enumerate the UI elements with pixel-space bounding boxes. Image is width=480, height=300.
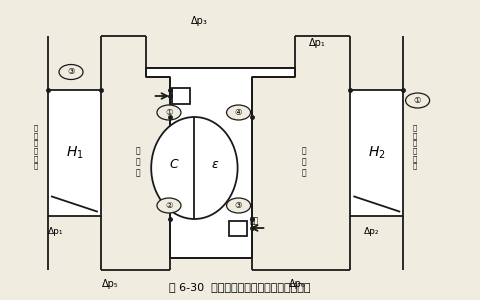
Bar (172, 88, 190, 104)
Text: ε: ε (212, 158, 218, 172)
Circle shape (227, 198, 251, 213)
Text: 图 6-30  闭式无回热混合工质制冷机流程图: 图 6-30 闭式无回热混合工质制冷机流程图 (169, 283, 311, 292)
Bar (350, 90, 403, 216)
Text: 膨
胀
器: 膨 胀 器 (301, 146, 306, 178)
Bar (48, 90, 101, 216)
Bar (229, 220, 247, 236)
Text: ③: ③ (235, 201, 242, 210)
Ellipse shape (151, 117, 238, 219)
Circle shape (227, 105, 251, 120)
Text: Δp₃: Δp₃ (191, 16, 208, 26)
Text: 冷
凝
热
交
换
器: 冷 凝 热 交 换 器 (34, 125, 38, 169)
Circle shape (157, 198, 181, 213)
Text: Δp₁: Δp₁ (48, 226, 63, 236)
Text: ①: ① (165, 108, 173, 117)
Polygon shape (146, 68, 295, 258)
Text: ③: ③ (67, 68, 75, 76)
Text: Δp₅: Δp₅ (102, 279, 119, 289)
Text: ④: ④ (235, 108, 242, 117)
Text: 压
缩
器: 压 缩 器 (135, 146, 140, 178)
Circle shape (59, 64, 83, 80)
Circle shape (157, 105, 181, 120)
Text: ②: ② (165, 201, 173, 210)
Text: 喷水: 喷水 (250, 216, 259, 225)
Text: $H_1$: $H_1$ (66, 145, 83, 161)
Text: C: C (169, 158, 178, 172)
Text: Δp₆: Δp₆ (289, 279, 306, 289)
Text: $H_2$: $H_2$ (368, 145, 385, 161)
Circle shape (406, 93, 430, 108)
Text: Δp₁: Δp₁ (309, 38, 325, 48)
Text: Δp₂: Δp₂ (364, 226, 380, 236)
Text: ①: ① (414, 96, 421, 105)
Text: 负
载
热
交
换
器: 负 载 热 交 换 器 (413, 125, 417, 169)
